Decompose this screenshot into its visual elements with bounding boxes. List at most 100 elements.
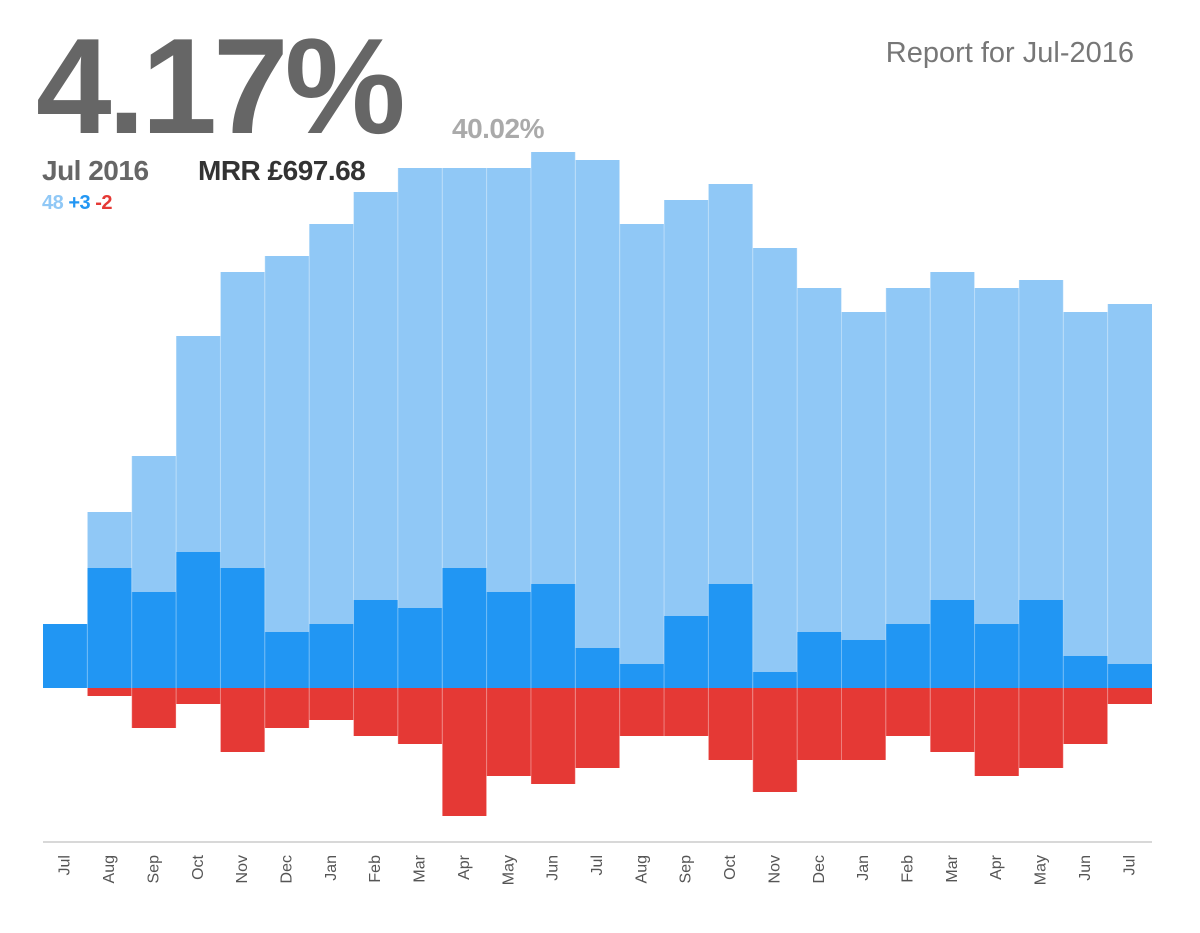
bar-new-3 xyxy=(176,552,221,688)
bar-new-15 xyxy=(708,584,753,688)
bar-churn-24 xyxy=(1107,688,1152,704)
bar-churn-2 xyxy=(131,688,177,728)
mrr-value: MRR £697.68 xyxy=(198,155,366,186)
bar-new-10 xyxy=(486,592,531,688)
x-tick-label: Sep xyxy=(678,855,695,884)
bar-total-24 xyxy=(1107,304,1152,688)
bar-new-7 xyxy=(353,600,398,688)
x-axis-tick-labels: Jul Aug Sep Oct Nov Dec Jan Feb Mar Apr May Jun Jul A… xyxy=(57,854,1139,885)
bar-new-14 xyxy=(664,616,709,688)
series-new xyxy=(43,552,1152,688)
x-tick-label: Jul xyxy=(57,855,74,875)
x-tick-label: Jan xyxy=(855,855,872,881)
bar-churn-12 xyxy=(575,688,620,768)
bar-churn-9 xyxy=(442,688,487,816)
bar-new-19 xyxy=(885,624,931,688)
bar-total-17 xyxy=(797,288,842,688)
bar-total-8 xyxy=(397,168,443,688)
bar-churn-1 xyxy=(87,688,132,696)
x-tick-label: Dec xyxy=(278,855,295,883)
x-tick-label: Mar xyxy=(412,854,429,882)
bar-churn-21 xyxy=(974,688,1019,776)
bar-new-0 xyxy=(43,624,88,688)
bar-churn-4 xyxy=(220,688,265,752)
bar-churn-6 xyxy=(309,688,354,720)
bar-total-21 xyxy=(974,288,1019,688)
x-tick-label: Jan xyxy=(323,855,340,881)
bar-new-23 xyxy=(1063,656,1108,688)
bar-new-1 xyxy=(87,568,132,688)
bar-churn-23 xyxy=(1063,688,1108,744)
bar-churn-15 xyxy=(708,688,753,760)
bar-total-12 xyxy=(575,160,620,688)
new-count: +3 xyxy=(68,192,91,214)
series-churn xyxy=(87,688,1152,816)
churn-rate-value: 4.17% xyxy=(36,10,406,162)
bar-churn-19 xyxy=(885,688,931,736)
bar-new-16 xyxy=(752,672,798,688)
bar-separators xyxy=(86,140,1109,830)
x-tick-label: Aug xyxy=(101,855,118,883)
bar-new-8 xyxy=(397,608,443,688)
bar-new-9 xyxy=(442,568,487,688)
x-tick-label: Dec xyxy=(811,855,828,883)
report-period: Jul 2016 xyxy=(42,155,149,186)
bar-total-13 xyxy=(619,224,665,688)
bar-new-18 xyxy=(841,640,886,688)
bar-new-5 xyxy=(264,632,310,688)
x-tick-label: Apr xyxy=(456,854,473,880)
x-tick-label: Jun xyxy=(1077,855,1094,881)
previous-rate-value: 40.02% xyxy=(452,113,544,144)
bar-total-18 xyxy=(841,312,886,688)
bar-total-23 xyxy=(1063,312,1108,688)
bar-new-22 xyxy=(1018,600,1064,688)
x-tick-label: Feb xyxy=(900,855,917,883)
total-count: 48 xyxy=(42,192,64,214)
x-tick-label: Apr xyxy=(988,854,1005,880)
bar-new-12 xyxy=(575,648,620,688)
bar-total-16 xyxy=(752,248,798,688)
bar-new-21 xyxy=(974,624,1019,688)
bar-churn-11 xyxy=(530,688,576,784)
bar-churn-3 xyxy=(176,688,221,704)
bar-churn-16 xyxy=(752,688,798,792)
x-tick-label: Mar xyxy=(944,854,961,882)
x-tick-label: Oct xyxy=(722,854,739,879)
x-tick-label: Sep xyxy=(145,855,162,884)
bar-new-20 xyxy=(930,600,975,688)
x-tick-label: Oct xyxy=(190,854,207,879)
x-tick-label: Nov xyxy=(766,855,783,883)
bar-total-14 xyxy=(664,200,709,688)
bar-churn-20 xyxy=(930,688,975,752)
bar-churn-8 xyxy=(397,688,443,744)
bar-new-6 xyxy=(309,624,354,688)
bar-total-6 xyxy=(309,224,354,688)
subscriber-counts: 48 +3 -2 xyxy=(42,192,112,215)
bar-churn-22 xyxy=(1018,688,1064,768)
x-tick-label: Jul xyxy=(589,855,606,875)
bar-new-4 xyxy=(220,568,265,688)
bar-churn-18 xyxy=(841,688,886,760)
x-tick-label: Feb xyxy=(367,855,384,883)
bar-churn-7 xyxy=(353,688,398,736)
bar-churn-10 xyxy=(486,688,531,776)
bar-churn-5 xyxy=(264,688,310,728)
bar-new-2 xyxy=(131,592,177,688)
churn-count: -2 xyxy=(95,192,112,214)
report-title: Report for Jul-2016 xyxy=(885,37,1134,69)
x-tick-label: Aug xyxy=(633,855,650,883)
bar-total-5 xyxy=(264,256,310,688)
bar-total-19 xyxy=(885,288,931,688)
bar-churn-14 xyxy=(664,688,709,736)
x-tick-label: Jun xyxy=(545,855,562,881)
x-tick-label: Jul xyxy=(1121,855,1138,875)
bar-new-17 xyxy=(797,632,842,688)
bar-churn-17 xyxy=(797,688,842,760)
bar-churn-13 xyxy=(619,688,665,736)
x-tick-label: Nov xyxy=(234,855,251,883)
x-tick-label: May xyxy=(500,855,517,885)
bar-new-13 xyxy=(619,664,665,688)
bar-new-11 xyxy=(530,584,576,688)
x-tick-label: May xyxy=(1033,855,1050,885)
